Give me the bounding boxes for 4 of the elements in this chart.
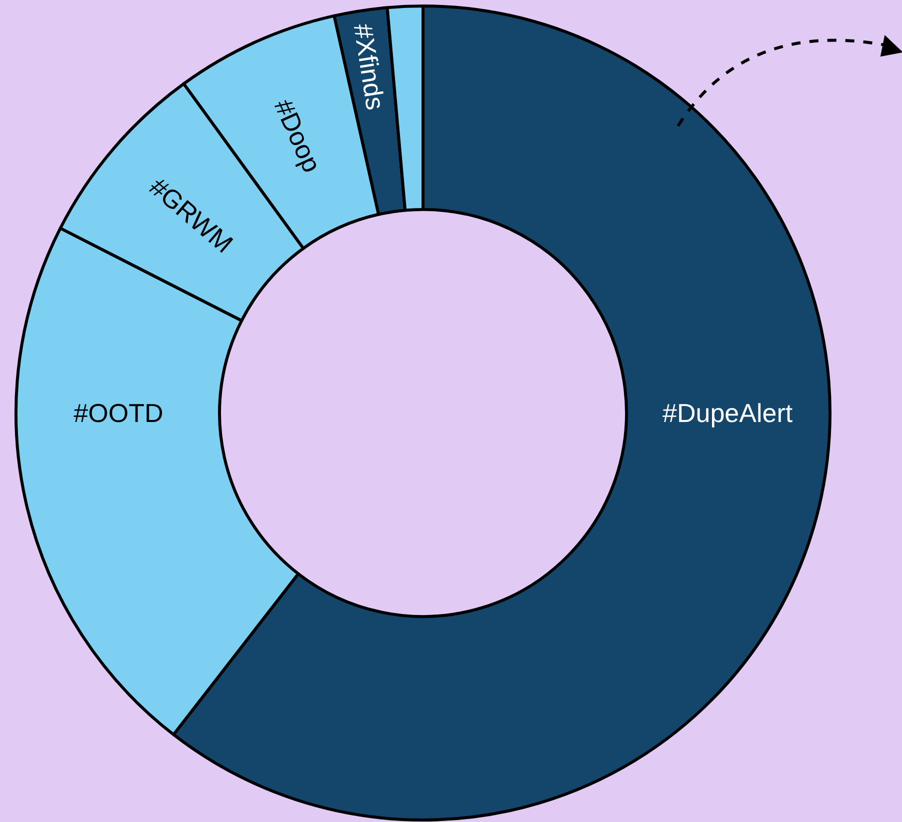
slice-label: #Doop [268,94,328,177]
slice-label: #OOTD [74,398,164,428]
slice-label: #DupeAlert [662,398,794,428]
slice-label: #Xfinds [348,22,391,112]
